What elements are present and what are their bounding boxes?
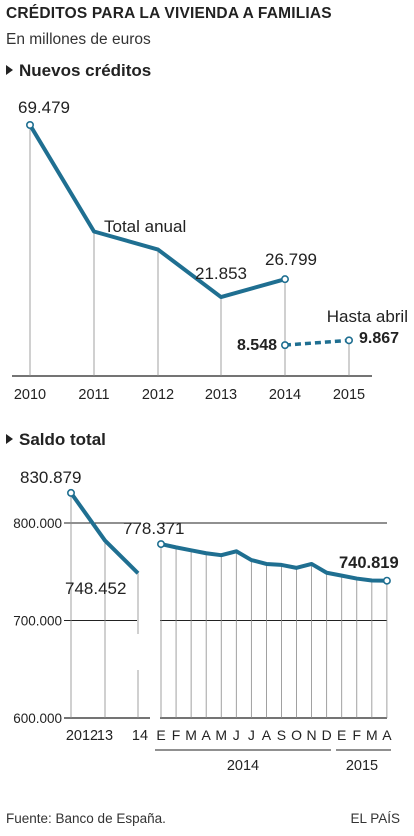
data-label: 26.799 [265, 250, 317, 269]
data-label: 748.452 [65, 579, 126, 598]
x-tick-label: F [352, 727, 361, 743]
series-line-total-anual [28, 123, 286, 300]
series-line-monthly [160, 542, 387, 583]
data-point [382, 576, 391, 585]
data-point [280, 275, 289, 284]
x-tick-label: A [262, 727, 272, 743]
nuevos-creditos-chart: 2010 2011 2012 2013 2014 2015 Total anual Hasta… [12, 98, 408, 403]
section-saldo-total: Saldo total [6, 430, 106, 450]
x-tick-label: 2010 [14, 387, 46, 403]
data-label: 830.879 [20, 468, 81, 487]
data-label: 8.548 [237, 337, 277, 354]
x-tick-label: F [172, 727, 181, 743]
series-label-total-anual: Total anual [104, 217, 186, 236]
data-point [25, 121, 34, 130]
year-label: 2014 [227, 758, 259, 774]
data-point [157, 540, 166, 549]
x-tick-label: 2013 [205, 387, 237, 403]
y-tick-label: 600.000 [13, 711, 62, 726]
series-line-annual [69, 491, 140, 575]
x-tick-label: M [366, 727, 378, 743]
x-tick-label: 14 [132, 728, 148, 744]
x-tick-label: E [337, 727, 346, 743]
series-line-hasta-abril [284, 338, 350, 347]
data-label: 21.853 [195, 264, 247, 283]
x-tick-label: 2011 [78, 387, 109, 403]
y-tick-label: 700.000 [13, 614, 62, 629]
y-tick-label: 800.000 [13, 516, 62, 531]
year-label: 2015 [346, 758, 378, 774]
x-tick-label: 13 [97, 728, 113, 744]
data-point [280, 341, 289, 350]
brand-logo: EL PAÍS [350, 811, 400, 826]
x-tick-label: D [322, 727, 332, 743]
x-tick-label: S [277, 727, 286, 743]
data-label: 9.867 [359, 330, 399, 347]
x-tick-label: 2014 [269, 387, 301, 403]
section-marker-icon [6, 434, 13, 444]
x-tick-label: E [156, 727, 165, 743]
chart-title: CRÉDITOS PARA LA VIVIENDA A FAMILIAS [6, 5, 332, 22]
x-tick-label: A [202, 727, 212, 743]
x-tick-label: 2015 [333, 387, 365, 403]
chart-subtitle: En millones de euros [6, 31, 151, 48]
section-title: Saldo total [19, 430, 106, 449]
x-tick-label: N [307, 727, 317, 743]
section-marker-icon [6, 65, 13, 75]
x-tick-label: A [382, 727, 392, 743]
source-note: Fuente: Banco de España. [6, 811, 166, 826]
data-label: 69.479 [18, 98, 70, 117]
x-tick-label: J [248, 727, 255, 743]
data-point [344, 336, 353, 345]
section-nuevos-creditos: Nuevos créditos [6, 61, 151, 81]
x-tick-label: M [215, 727, 227, 743]
data-point [67, 488, 76, 497]
data-label: 740.819 [339, 554, 399, 572]
x-tick-label: 2012 [66, 728, 98, 744]
section-title: Nuevos créditos [19, 61, 152, 80]
data-label: 778.371 [123, 519, 184, 538]
x-tick-label: 2012 [142, 387, 174, 403]
x-tick-label: M [185, 727, 197, 743]
x-tick-label: O [291, 727, 302, 743]
x-tick-label: J [233, 727, 240, 743]
series-label-hasta-abril: Hasta abril [327, 307, 408, 326]
